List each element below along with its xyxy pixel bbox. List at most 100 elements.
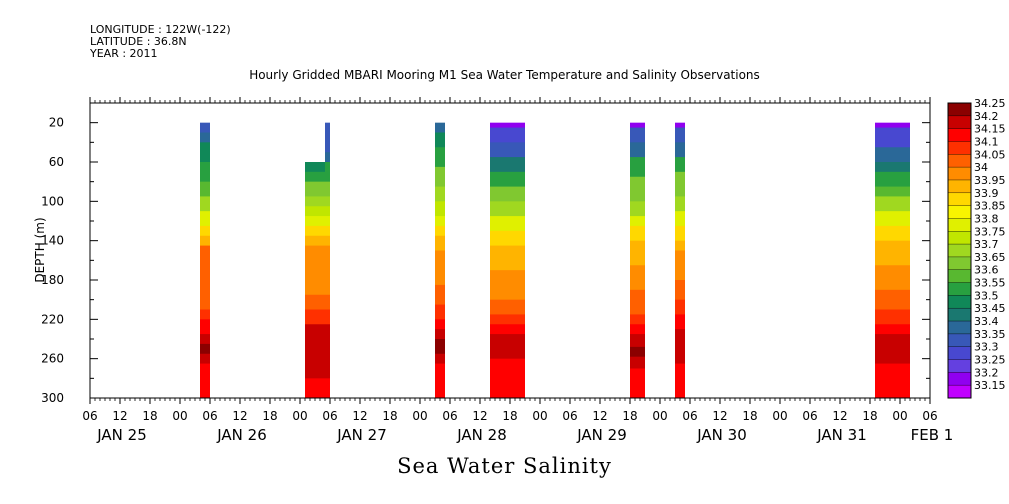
x-tick-label: 00 <box>892 409 907 423</box>
salinity-cell <box>630 314 645 325</box>
salinity-cell <box>875 186 910 197</box>
colorbar-swatch <box>948 385 971 399</box>
salinity-cell <box>675 280 685 301</box>
x-tick-label: 00 <box>412 409 427 423</box>
salinity-cell <box>325 122 330 153</box>
y-tick-label: 100 <box>41 194 64 208</box>
salinity-cell <box>630 225 645 242</box>
salinity-cell <box>630 127 645 143</box>
salinity-cell <box>875 211 910 227</box>
x-tick-label: 18 <box>622 409 637 423</box>
salinity-cell <box>675 122 685 129</box>
colorbar-swatch <box>948 308 971 322</box>
x-tick-label: 06 <box>322 409 337 423</box>
plot-axes: 06 12 18 00 06 12 18 00 06 12 18 00 06 12 18 00 06 12 18 00… <box>33 97 953 444</box>
colorbar-label: 33.65 <box>974 251 1006 264</box>
x-tick-label: 12 <box>592 409 607 423</box>
colorbar-swatch <box>948 256 971 271</box>
salinity-cell <box>675 211 685 227</box>
colorbar-label: 33.85 <box>974 200 1006 213</box>
salinity-cell <box>305 378 325 399</box>
salinity-cell <box>200 122 210 133</box>
colorbar-swatch <box>948 141 971 155</box>
colorbar-label: 34.2 <box>974 110 999 123</box>
x-tick-label: 06 <box>202 409 217 423</box>
colorbar-label: 33.35 <box>974 328 1006 341</box>
salinity-cell <box>305 216 325 227</box>
colorbar-label: 33.95 <box>974 174 1006 187</box>
colorbar-label: 33.5 <box>974 289 999 302</box>
colorbar-label: 33.55 <box>974 277 1006 290</box>
salinity-cell <box>325 162 330 183</box>
salinity-cell <box>875 265 910 291</box>
salinity-cell <box>490 157 525 173</box>
salinity-cell <box>435 284 445 306</box>
x-date-label: JAN 28 <box>456 426 507 444</box>
salinity-cell <box>305 324 325 379</box>
colorbar-label: 33.4 <box>974 315 999 328</box>
salinity-cell <box>630 368 645 399</box>
salinity-cell <box>630 334 645 348</box>
x-tick-label: 00 <box>652 409 667 423</box>
x-tick-label: 06 <box>442 409 457 423</box>
salinity-cell <box>630 216 645 227</box>
salinity-cell <box>675 157 685 173</box>
salinity-cell <box>875 363 910 399</box>
salinity-cell <box>875 171 910 188</box>
salinity-cell <box>435 186 445 202</box>
colorbar-swatch <box>948 244 971 258</box>
salinity-cell <box>490 314 525 325</box>
salinity-cell <box>875 324 910 335</box>
salinity-cell <box>435 201 445 217</box>
colorbar-label: 33.45 <box>974 302 1006 315</box>
chart-main-title: Sea Water Salinity <box>397 454 612 478</box>
salinity-cell <box>435 132 445 148</box>
x-tick-label: 00 <box>172 409 187 423</box>
salinity-cell <box>200 181 210 197</box>
salinity-cell <box>675 314 685 330</box>
salinity-cell <box>490 230 525 247</box>
x-date-label: JAN 25 <box>96 426 147 444</box>
x-date-label: JAN 31 <box>816 426 867 444</box>
salinity-cell <box>305 206 325 217</box>
y-tick-label: 20 <box>49 116 64 130</box>
salinity-cell <box>875 127 910 148</box>
salinity-cell <box>200 319 210 335</box>
salinity-cell <box>435 339 445 355</box>
salinity-cell <box>200 235 210 247</box>
colorbar-label: 33.6 <box>974 264 999 277</box>
colorbar-swatch <box>948 179 971 194</box>
x-date-label: JAN 26 <box>216 426 267 444</box>
salinity-cell <box>435 329 445 340</box>
salinity-cell <box>630 324 645 335</box>
salinity-cell <box>305 181 325 197</box>
colorbar-swatch <box>948 282 971 296</box>
x-tick-label: 00 <box>532 409 547 423</box>
salinity-cell <box>325 378 330 399</box>
salinity-cell <box>305 309 325 325</box>
x-tick-label: 06 <box>682 409 697 423</box>
x-tick-label: 12 <box>352 409 367 423</box>
salinity-cell <box>490 216 525 232</box>
salinity-cell <box>325 152 330 163</box>
x-date-label: FEB 1 <box>911 426 954 444</box>
colorbar-swatch <box>948 128 971 142</box>
salinity-cell <box>630 176 645 202</box>
x-tick-label: 18 <box>262 409 277 423</box>
longitude-label: LONGITUDE : 122W(-122) <box>90 23 231 36</box>
y-axis-label: DEPTH (m) <box>33 217 47 282</box>
salinity-cell <box>675 250 685 281</box>
salinity-cell <box>305 171 325 183</box>
colorbar-swatch <box>948 154 971 168</box>
salinity-cell <box>875 334 910 365</box>
x-tick-label: 18 <box>502 409 517 423</box>
colorbar-label: 33.7 <box>974 238 999 251</box>
salinity-cell <box>435 250 445 286</box>
salinity-cell <box>305 235 325 247</box>
y-tick-label: 220 <box>41 312 64 326</box>
salinity-cell <box>325 245 330 296</box>
colorbar-label: 33.3 <box>974 341 999 354</box>
salinity-cell <box>435 122 445 133</box>
salinity-profiles <box>200 122 910 399</box>
